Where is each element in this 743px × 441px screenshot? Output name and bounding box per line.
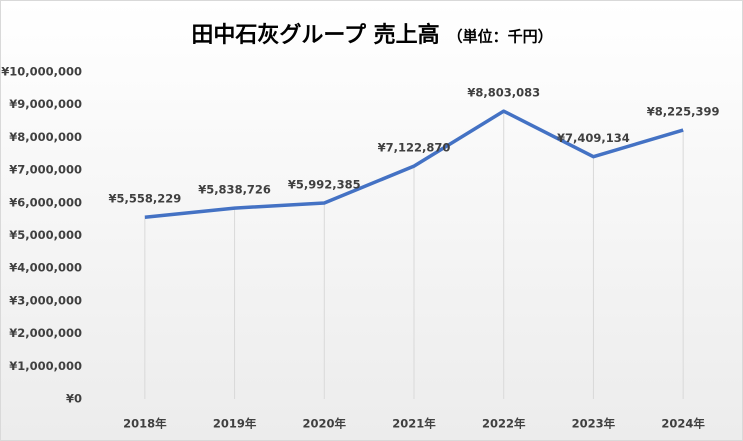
y-tick-label: ¥3,000,000 [9, 293, 82, 307]
data-label: ¥8,803,083 [467, 86, 540, 100]
y-tick-label: ¥7,000,000 [9, 163, 82, 177]
x-tick-label: 2019年 [213, 417, 257, 431]
data-label: ¥7,409,134 [557, 131, 630, 145]
y-tick-label: ¥2,000,000 [9, 326, 82, 340]
x-tick-label: 2020年 [303, 417, 347, 431]
y-tick-label: ¥10,000,000 [1, 65, 82, 79]
y-tick-label: ¥6,000,000 [9, 195, 82, 209]
y-tick-label: ¥9,000,000 [9, 97, 82, 111]
y-tick-label: ¥8,000,000 [9, 130, 82, 144]
x-tick-label: 2023年 [572, 417, 616, 431]
chart-title: 田中石灰グループ 売上高 [191, 22, 439, 48]
data-label: ¥5,992,385 [288, 178, 361, 192]
chart-subtitle: （単位：千円） [448, 28, 553, 46]
y-tick-label: ¥0 [66, 392, 82, 406]
y-tick-label: ¥4,000,000 [9, 261, 82, 275]
line-series [144, 109, 684, 219]
y-tick-label: ¥5,000,000 [9, 228, 82, 242]
data-label: ¥7,122,870 [378, 141, 451, 155]
y-tick-label: ¥1,000,000 [9, 359, 82, 373]
x-tick-label: 2024年 [661, 417, 705, 431]
data-label: ¥8,225,399 [647, 105, 720, 119]
x-tick-label: 2018年 [123, 417, 167, 431]
x-tick-label: 2022年 [482, 417, 526, 431]
data-label: ¥5,558,229 [108, 192, 181, 206]
data-label: ¥5,838,726 [198, 183, 271, 197]
x-tick-label: 2021年 [392, 417, 436, 431]
